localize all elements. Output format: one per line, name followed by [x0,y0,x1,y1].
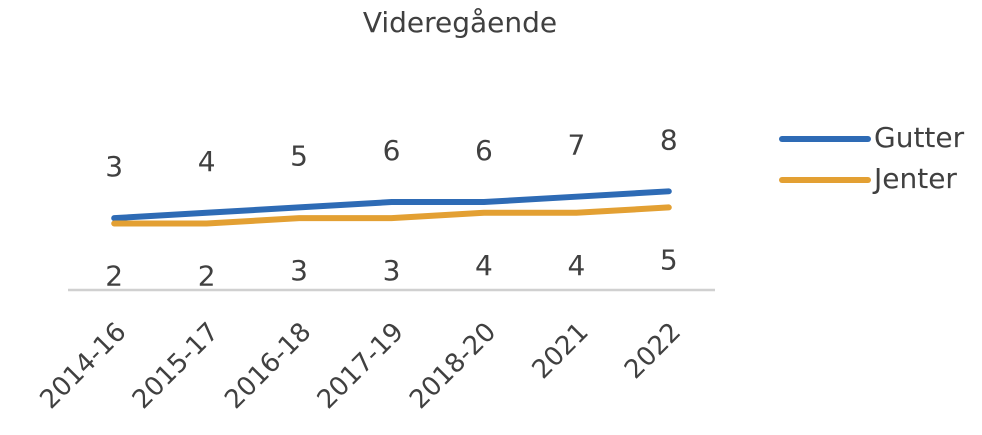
x-tick-label: 2022 [619,317,687,385]
data-label: 5 [660,243,678,276]
data-label: 6 [383,134,401,167]
x-tick-label: 2021 [527,317,595,385]
legend-label: Jenter [872,162,957,195]
data-label: 8 [660,123,678,156]
data-label: 2 [105,260,123,293]
data-label: 4 [198,145,216,178]
legend-label: Gutter [874,121,965,154]
data-label: 3 [383,254,401,287]
data-label: 5 [290,139,308,172]
data-label: 2 [198,260,216,293]
x-tick-label: 2018-20 [404,317,502,415]
chart-title: Videregående [363,6,557,39]
data-label: 6 [475,134,493,167]
x-tick-label: 2014-16 [34,317,132,415]
data-label: 4 [475,249,493,282]
data-label: 7 [567,129,585,162]
series-line [111,204,672,227]
data-label: 4 [567,249,585,282]
series-line [111,188,672,222]
x-tick-label: 2016-18 [219,317,317,415]
data-label: 3 [105,150,123,183]
x-tick-label: 2015-17 [127,317,225,415]
x-tick-label: 2017-19 [312,317,410,415]
data-label: 3 [290,254,308,287]
